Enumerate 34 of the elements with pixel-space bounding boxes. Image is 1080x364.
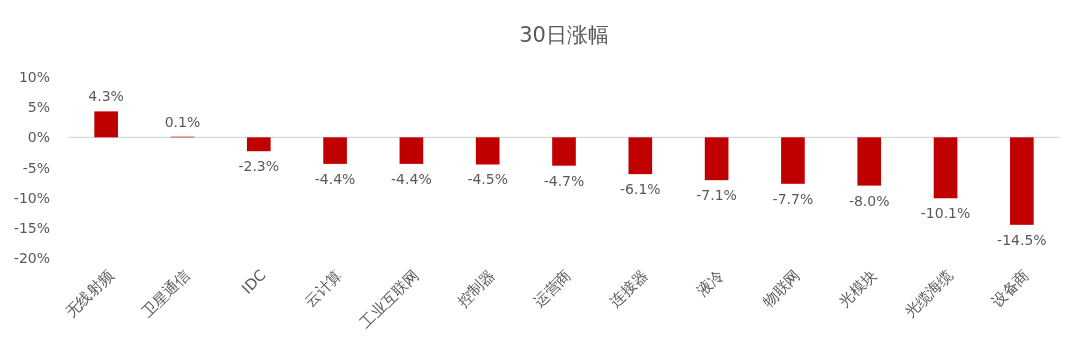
- value-label: 0.1%: [164, 113, 201, 130]
- xtick: 光缆海缆: [901, 266, 957, 322]
- xtick: 连接器: [606, 266, 652, 311]
- ytick: 0%: [27, 129, 50, 146]
- value-label: -7.1%: [696, 187, 737, 204]
- xtick: 无线射频: [61, 266, 117, 322]
- value-label: -8.0%: [848, 192, 890, 209]
- value-label: -4.7%: [543, 172, 585, 189]
- xtick: 云计算: [301, 266, 346, 311]
- ytick: 5%: [27, 99, 50, 116]
- value-label: -4.4%: [391, 170, 432, 187]
- value-label: 4.3%: [88, 88, 124, 105]
- xtick: IDC: [238, 266, 270, 298]
- ytick: -10%: [13, 189, 50, 206]
- xtick: 控制器: [453, 266, 499, 311]
- ytick: -5%: [22, 159, 50, 176]
- value-label: -7.7%: [772, 190, 814, 207]
- ytick: 10%: [18, 69, 50, 85]
- xtick: 光模块: [835, 266, 881, 311]
- xtick: 运营商: [530, 266, 575, 311]
- ytick: -20%: [13, 250, 50, 266]
- xtick: 工业互联网: [356, 266, 423, 332]
- value-label: -4.4%: [314, 170, 356, 187]
- xtick: 卫星通信: [138, 266, 194, 322]
- value-label: -6.1%: [620, 181, 661, 198]
- value-label: -10.1%: [920, 205, 971, 222]
- title: 30日涨幅: [519, 23, 609, 47]
- xtick: 物联网: [759, 266, 804, 311]
- value-label: -14.5%: [997, 231, 1047, 248]
- ytick: -15%: [13, 219, 50, 236]
- xtick: 设备商: [988, 266, 1033, 311]
- value-label: -2.3%: [238, 158, 280, 175]
- value-label: -4.5%: [467, 171, 508, 188]
- xtick: 液冷: [693, 266, 728, 301]
